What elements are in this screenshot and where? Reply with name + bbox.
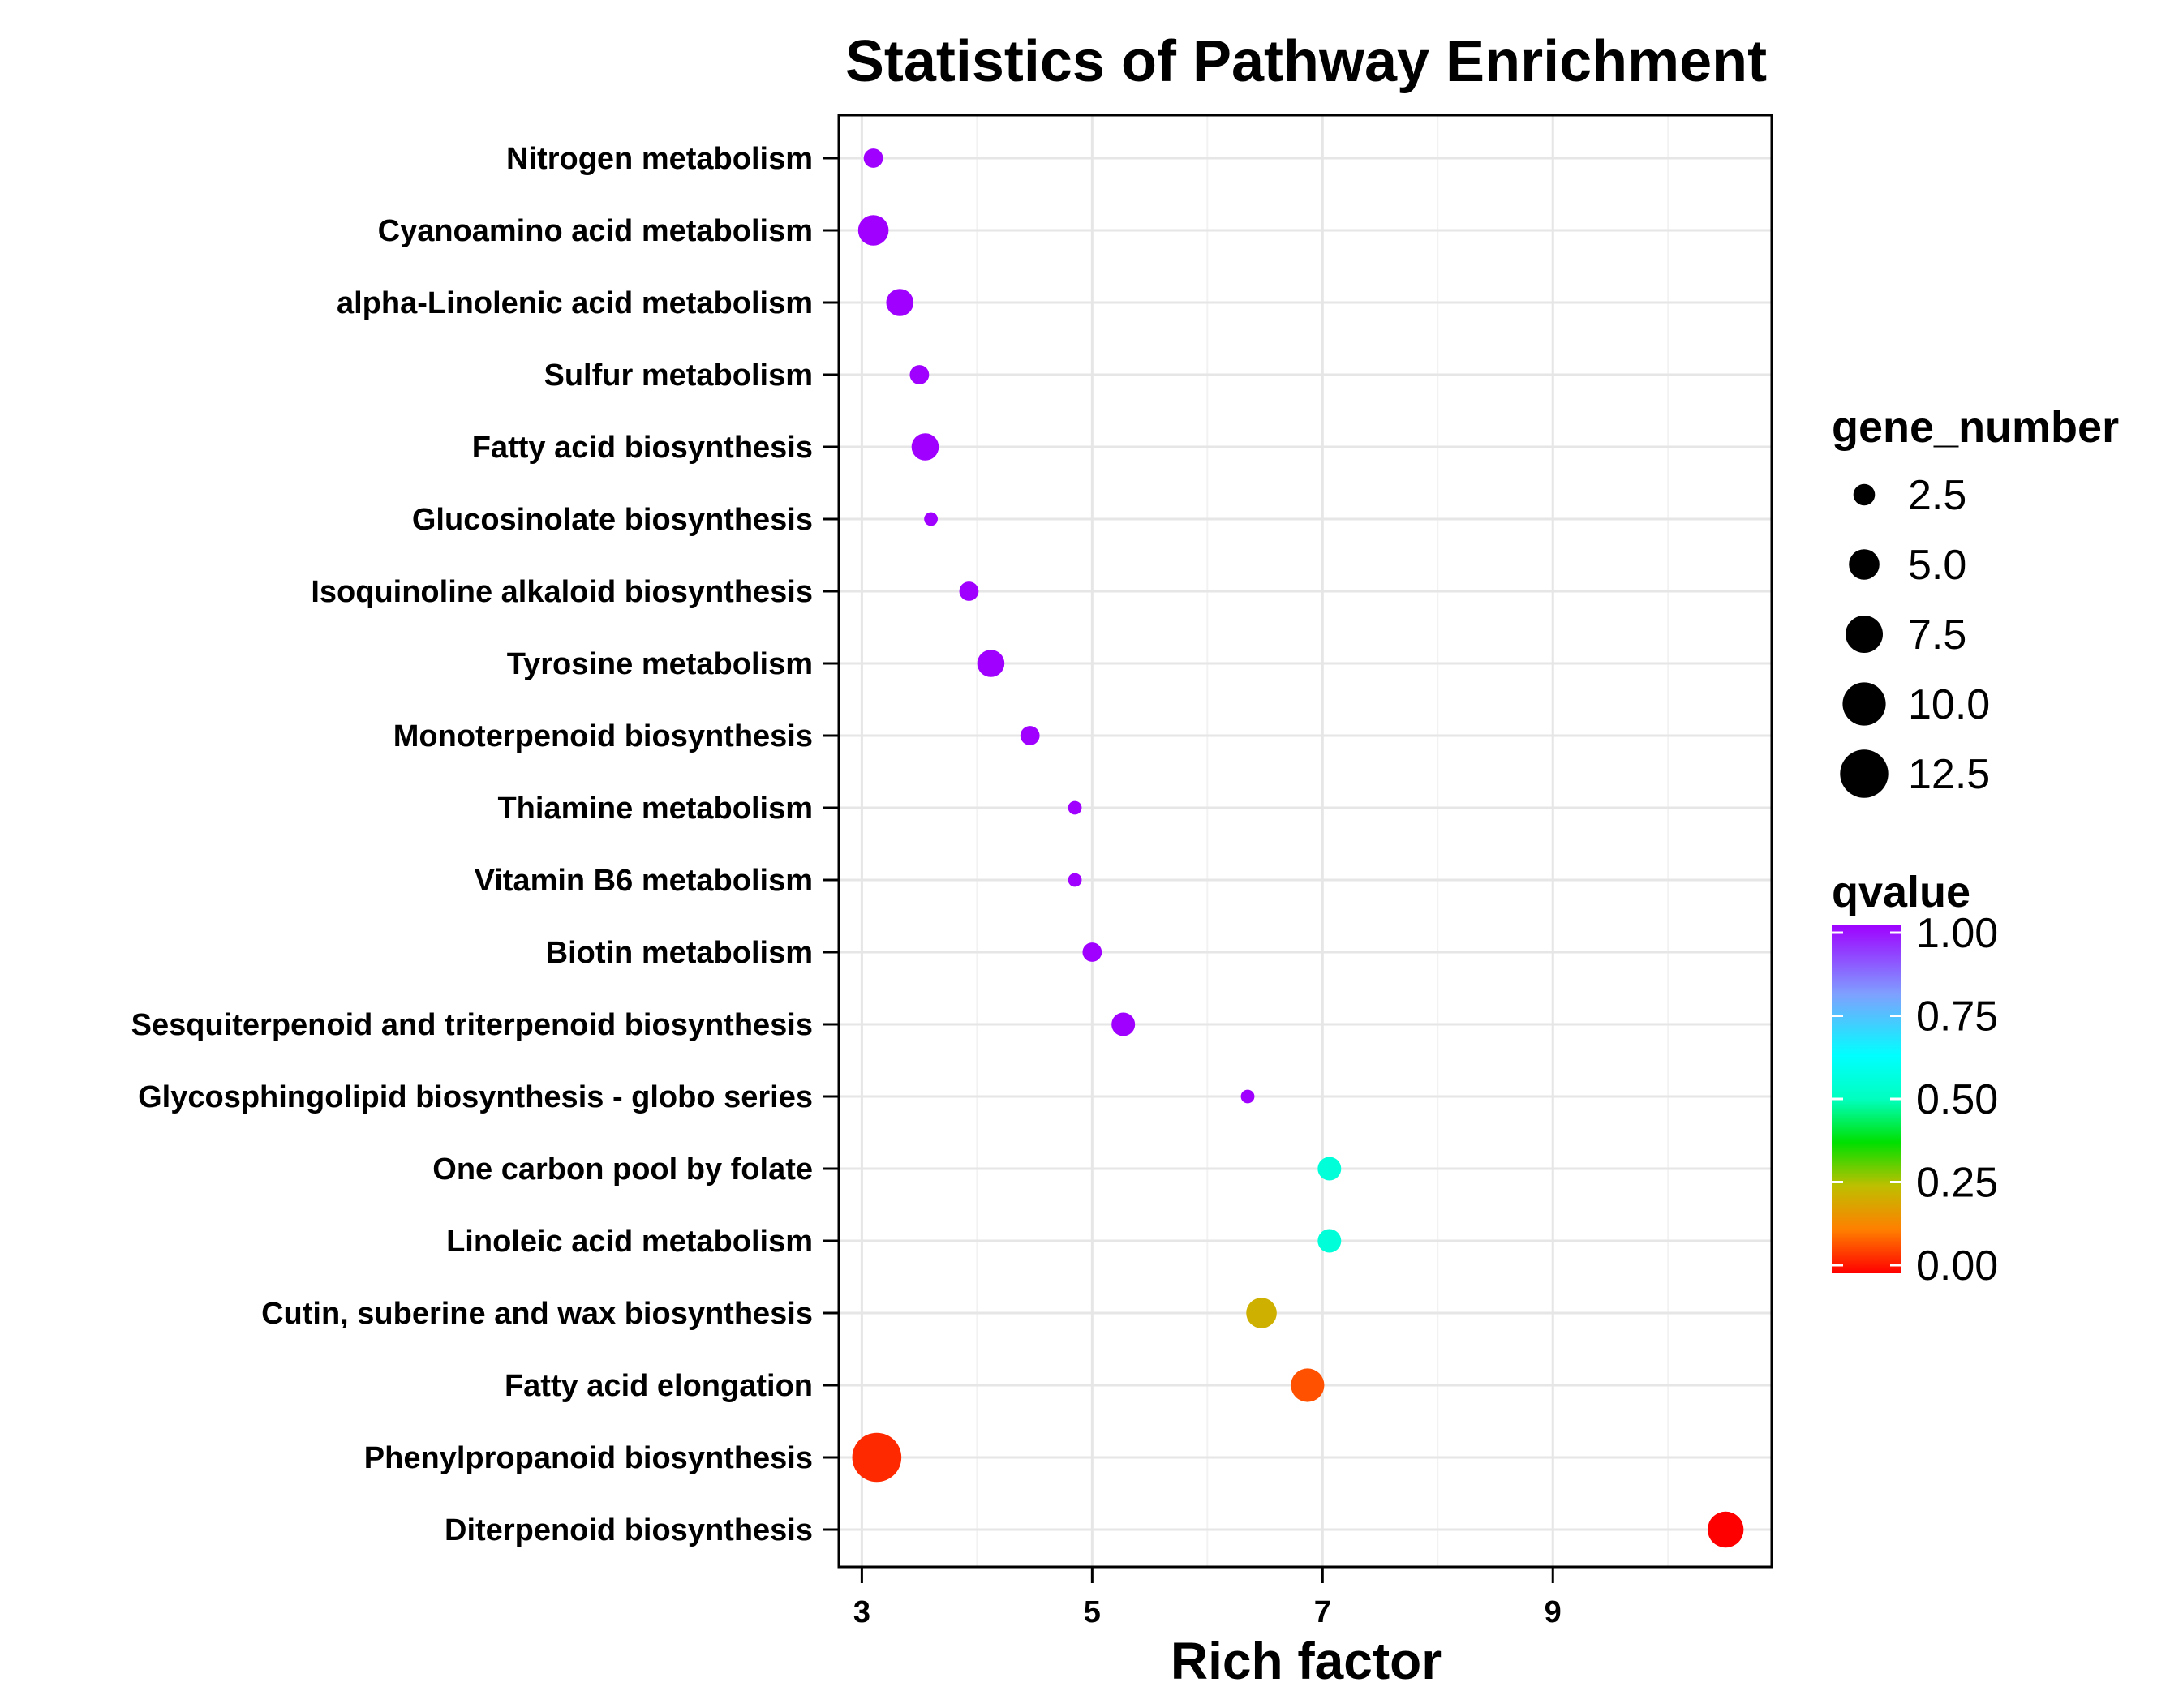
color-legend-title: qvalue <box>1832 868 1970 916</box>
data-point <box>1246 1298 1277 1328</box>
y-tick-label: Glucosinolate biosynthesis <box>412 503 813 537</box>
data-point <box>1111 1012 1136 1036</box>
y-tick-label: Fatty acid biosynthesis <box>472 431 813 465</box>
data-point <box>1708 1511 1744 1548</box>
size-legend-label: 2.5 <box>1908 472 1966 519</box>
size-legend-label: 7.5 <box>1908 612 1966 659</box>
size-legend-dot <box>1842 682 1886 726</box>
data-point <box>1082 942 1102 962</box>
y-tick-label: Biotin metabolism <box>546 936 813 970</box>
color-legend-label: 0.25 <box>1916 1160 1998 1207</box>
data-point <box>1291 1368 1325 1402</box>
y-tick-label: Tyrosine metabolism <box>507 647 813 681</box>
size-legend-dot <box>1853 483 1876 506</box>
y-tick-label: Linoleic acid metabolism <box>446 1225 813 1259</box>
plot-border <box>837 114 1773 1569</box>
y-tick-label: Glycosphingolipid biosynthesis - globo s… <box>138 1080 813 1114</box>
data-point <box>886 289 914 316</box>
y-axis: Nitrogen metabolism Cyanoamino acid metab… <box>131 142 839 1547</box>
size-legend-dot <box>1846 616 1883 653</box>
data-point <box>1068 800 1082 815</box>
size-legend: 2.5 5.0 7.5 10.0 12.5 <box>1840 472 1990 798</box>
x-tick-label: 7 <box>1314 1595 1331 1629</box>
data-point <box>911 433 939 461</box>
size-legend-dot <box>1840 749 1889 798</box>
color-legend-label: 0.75 <box>1916 993 1998 1041</box>
y-tick-label: Phenylpropanoid biosynthesis <box>364 1441 813 1475</box>
size-legend-title: gene_number <box>1832 403 2119 452</box>
size-legend-label: 5.0 <box>1908 542 1966 589</box>
y-tick-label: Vitamin B6 metabolism <box>475 864 813 898</box>
data-point <box>924 512 938 526</box>
y-tick-label: Fatty acid elongation <box>505 1369 813 1403</box>
y-tick-label: Isoquinoline alkaloid biosynthesis <box>311 575 813 609</box>
data-point <box>1317 1157 1342 1181</box>
chart-title: Statistics of Pathway Enrichment <box>845 29 1767 94</box>
size-legend-label: 12.5 <box>1908 751 1990 798</box>
size-legend-dot <box>1849 549 1880 580</box>
plot-panel <box>839 115 1772 1567</box>
gridlines <box>839 115 1772 1567</box>
data-point <box>909 365 930 384</box>
size-legend-label: 10.0 <box>1908 681 1990 728</box>
y-tick-label: Nitrogen metabolism <box>506 142 813 176</box>
y-tick-label: Cutin, suberine and wax biosynthesis <box>261 1297 813 1331</box>
data-point <box>1240 1089 1255 1104</box>
y-tick-label: alpha-Linolenic acid metabolism <box>337 286 813 320</box>
color-legend-bar <box>1832 925 1901 1273</box>
color-legend-label: 1.00 <box>1916 910 1998 957</box>
color-legend: 1.00 0.75 0.50 0.25 0.00 <box>1832 910 1998 1290</box>
data-point <box>1068 873 1082 887</box>
color-legend-label: 0.50 <box>1916 1076 1998 1123</box>
x-axis-label: Rich factor <box>1171 1632 1442 1690</box>
data-point <box>1020 726 1040 745</box>
y-tick-label: One carbon pool by folate <box>432 1152 813 1187</box>
x-tick-label: 3 <box>853 1595 870 1629</box>
y-tick-label: Monoterpenoid biosynthesis <box>393 719 813 753</box>
x-axis: 3 5 7 9 <box>853 1567 1562 1629</box>
y-tick-label: Sulfur metabolism <box>544 358 814 393</box>
x-tick-label: 5 <box>1084 1595 1101 1629</box>
data-point <box>852 1432 902 1483</box>
data-point <box>857 215 889 246</box>
data-points <box>852 148 1744 1548</box>
color-legend-label: 0.00 <box>1916 1242 1998 1290</box>
data-point <box>977 650 1005 677</box>
data-point <box>863 148 883 168</box>
x-tick-label: 9 <box>1545 1595 1562 1629</box>
y-tick-label: Cyanoamino acid metabolism <box>378 214 813 248</box>
data-point <box>1317 1229 1342 1253</box>
data-point <box>959 581 979 601</box>
y-tick-label: Diterpenoid biosynthesis <box>445 1513 813 1547</box>
y-tick-label: Thiamine metabolism <box>497 792 813 826</box>
y-tick-label: Sesquiterpenoid and triterpenoid biosynt… <box>131 1008 813 1042</box>
